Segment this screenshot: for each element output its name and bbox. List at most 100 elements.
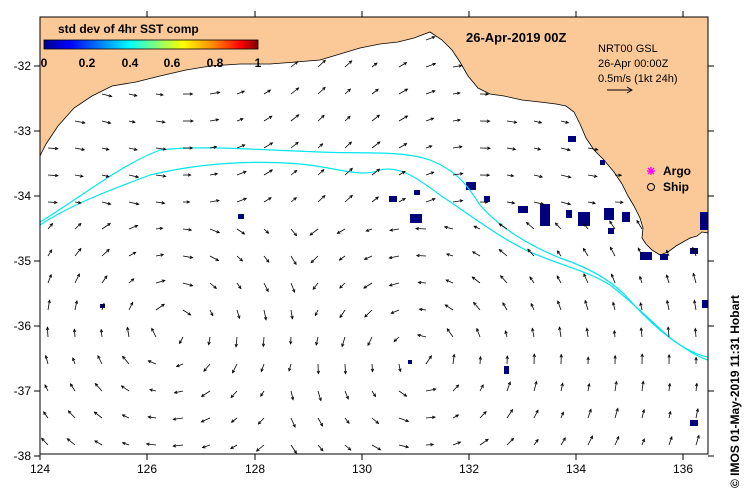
current-arrowhead: [268, 115, 273, 120]
date-title: 26-Apr-2019 00Z: [466, 30, 566, 45]
current-arrow: [506, 147, 516, 150]
current-arrow: [47, 249, 53, 257]
current-arrowhead: [93, 411, 98, 415]
current-arrowhead: [207, 341, 211, 346]
current-arrowhead: [41, 437, 45, 442]
current-arrowhead: [376, 168, 381, 173]
current-arrow: [425, 63, 436, 68]
current-arrowhead: [457, 441, 462, 445]
current-arrowhead: [373, 62, 378, 66]
current-arrow: [560, 383, 564, 392]
current-arrow: [47, 147, 58, 150]
current-arrow: [499, 249, 508, 257]
current-arrow: [344, 141, 352, 149]
current-arrowhead: [583, 222, 587, 227]
current-arrow: [230, 444, 238, 449]
current-arrow: [636, 220, 643, 230]
current-arrow: [101, 174, 109, 178]
current-arrowhead: [241, 90, 246, 94]
current-arrowhead: [639, 327, 643, 331]
current-arrow: [419, 308, 427, 311]
current-arrow: [560, 412, 564, 419]
current-arrow: [529, 276, 535, 284]
current-arrowhead: [613, 354, 617, 359]
current-arrow: [637, 247, 643, 257]
current-arrow: [556, 275, 562, 284]
current-arrowhead: [77, 200, 82, 205]
current-arrowhead: [66, 438, 71, 442]
current-vectors: [41, 36, 700, 454]
current-arrow: [614, 408, 619, 419]
current-arrow: [418, 282, 427, 284]
current-arrowhead: [189, 283, 194, 287]
current-arrowhead: [70, 383, 74, 387]
current-arrowhead: [214, 172, 219, 176]
current-arrow: [70, 383, 76, 392]
current-arrow: [95, 383, 103, 392]
current-arrow: [344, 60, 352, 68]
current-arrowhead: [54, 146, 59, 151]
lon-label-134: 134: [566, 462, 586, 476]
current-arrowhead: [485, 92, 490, 96]
current-arrowhead: [133, 93, 138, 97]
current-arrow: [236, 228, 245, 235]
current-arrow: [290, 87, 299, 95]
lat-label-37: -37: [14, 384, 32, 398]
current-arrowhead: [348, 141, 353, 146]
current-arrow: [128, 302, 134, 311]
current-arrowhead: [431, 36, 436, 40]
current-arrow: [339, 282, 346, 289]
current-arrowhead: [502, 302, 506, 306]
scale-label: 0.5m/s (1kt 24h): [598, 73, 677, 85]
current-arrowhead: [560, 382, 564, 387]
current-arrowhead: [347, 447, 352, 451]
current-arrow: [473, 302, 481, 311]
current-arrow: [230, 390, 238, 398]
current-arrow: [101, 147, 109, 151]
current-arrow: [236, 198, 247, 203]
current-arrow: [398, 363, 401, 372]
current-arrowhead: [692, 272, 696, 277]
current-arrowhead: [445, 253, 450, 257]
current-arrow: [127, 327, 130, 338]
current-arrow: [499, 223, 508, 230]
current-arrowhead: [612, 329, 617, 334]
current-arrowhead: [666, 299, 670, 304]
current-arrowhead: [363, 285, 367, 289]
current-arrowhead: [295, 114, 300, 118]
current-arrowhead: [615, 407, 619, 412]
current-arrow: [173, 417, 184, 420]
current-arrow: [344, 390, 349, 400]
current-arrow: [640, 302, 643, 311]
current-arrowhead: [161, 303, 165, 308]
current-arrowhead: [347, 115, 351, 120]
current-arrowhead: [637, 247, 641, 252]
current-arrow: [41, 438, 49, 446]
current-arrow: [506, 438, 514, 446]
current-arrow: [583, 248, 589, 257]
current-arrowhead: [151, 327, 155, 332]
current-arrowhead: [200, 393, 205, 398]
current-arrowhead: [130, 301, 134, 306]
current-arrow: [694, 328, 697, 338]
current-arrowhead: [215, 199, 220, 203]
current-arrow: [366, 228, 373, 232]
current-arrowhead: [455, 384, 460, 389]
map-frame: [39, 16, 709, 455]
current-arrow: [526, 222, 535, 230]
current-arrowhead: [230, 419, 235, 423]
current-arrow: [452, 414, 459, 419]
current-arrowhead: [53, 200, 58, 205]
current-arrowhead: [507, 381, 511, 386]
current-arrow: [174, 390, 184, 394]
current-arrow: [290, 255, 297, 265]
current-arrow: [317, 417, 323, 427]
current-arrowhead: [72, 357, 76, 361]
info-legend: NRT00 GSL 26-Apr 00:00Z 0.5m/s (1kt 24h): [598, 43, 677, 94]
current-arrowhead: [375, 420, 380, 424]
current-arrowhead: [200, 419, 205, 423]
current-arrow: [612, 302, 616, 311]
current-arrow: [263, 255, 270, 263]
current-arrow: [531, 328, 535, 338]
